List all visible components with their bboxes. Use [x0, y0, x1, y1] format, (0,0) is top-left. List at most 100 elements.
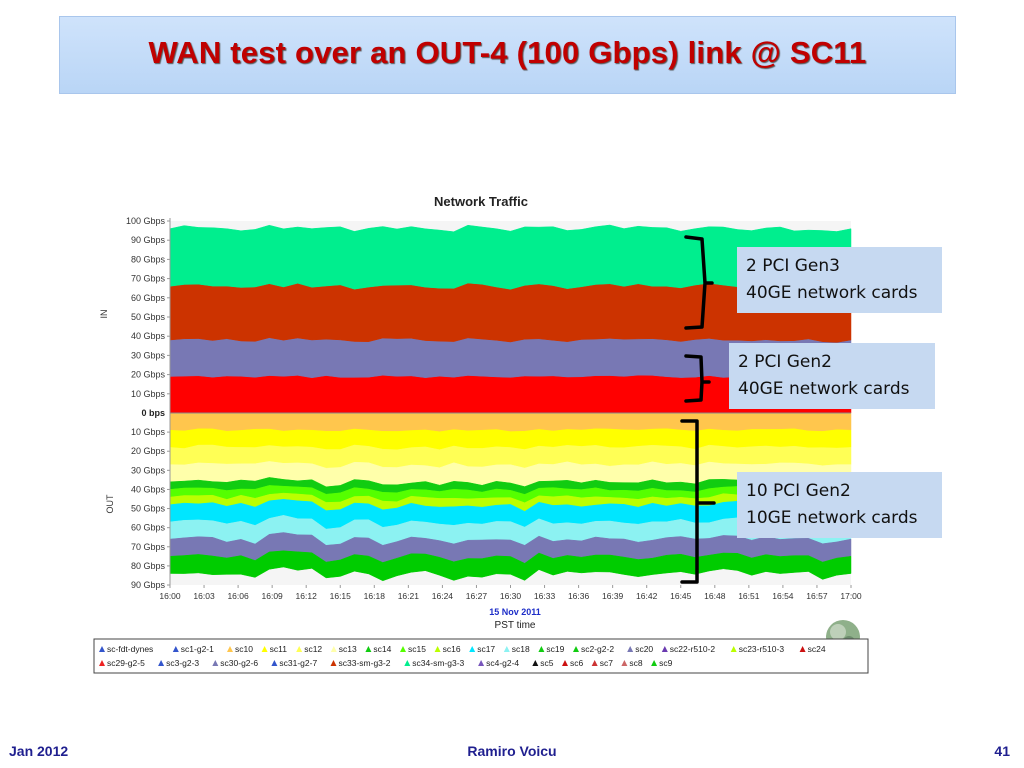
y-tick-zero: 0 bps	[141, 408, 165, 418]
y-tick-in-8: 20 Gbps	[131, 370, 166, 380]
callout-gen2-40ge-line1: 2 PCI Gen2	[738, 352, 832, 372]
legend-swatch	[503, 646, 510, 652]
y-tick-out-7: 80 Gbps	[131, 561, 166, 571]
bracket-gen3	[684, 235, 714, 330]
legend-swatch	[573, 646, 579, 652]
legend-swatch	[330, 660, 337, 666]
callout-gen3-line2: 40GE network cards	[746, 283, 918, 303]
footer-author: Ramiro Voicu	[467, 743, 557, 759]
legend-item[interactable]: sc15	[408, 644, 426, 654]
footer-date: Jan 2012	[9, 743, 69, 759]
x-tick-16: 16:48	[704, 591, 726, 601]
y-tick-in-5: 50 Gbps	[131, 312, 166, 322]
legend-item[interactable]: sc11	[270, 644, 288, 654]
x-tick-7: 16:21	[398, 591, 420, 601]
chart-title: Network Traffic	[434, 194, 528, 209]
legend-item[interactable]: sc18	[512, 644, 530, 654]
legend-box	[93, 638, 869, 674]
y-tick-out-5: 60 Gbps	[131, 523, 166, 533]
legend-swatch	[261, 646, 268, 652]
y-tick-out-4: 50 Gbps	[131, 504, 166, 514]
x-tick-20: 17:00	[840, 591, 862, 601]
legend-swatch	[621, 660, 628, 666]
legend-swatch	[99, 646, 105, 652]
x-tick-1: 16:03	[193, 591, 215, 601]
legend-item[interactable]: sc10	[235, 644, 253, 654]
y-tick-out-2: 30 Gbps	[131, 465, 166, 475]
legend-item[interactable]: sc22-r510-2	[670, 644, 716, 654]
legend-item[interactable]: sc14	[373, 644, 391, 654]
y-tick-in-9: 10 Gbps	[131, 389, 166, 399]
legend-swatch	[591, 660, 598, 666]
slide-title: WAN test over an OUT-4 (100 Gbps) link @…	[148, 35, 867, 70]
legend-swatch	[562, 660, 568, 666]
legend-swatch	[99, 660, 105, 666]
legend-item[interactable]: sc24	[808, 644, 826, 654]
legend-swatch	[538, 646, 545, 652]
legend-item[interactable]: sc29-g2-5	[107, 658, 145, 668]
x-tick-15: 16:45	[670, 591, 692, 601]
legend-swatch	[400, 646, 406, 652]
legend-item[interactable]: sc7	[600, 658, 614, 668]
legend-swatch	[296, 646, 303, 652]
legend-item[interactable]: sc34-sm-g3-3	[412, 658, 464, 668]
legend-swatch	[730, 646, 737, 652]
x-tick-10: 16:30	[500, 591, 522, 601]
y-tick-in-6: 40 Gbps	[131, 331, 166, 341]
legend-item[interactable]: sc23-r510-3	[739, 644, 785, 654]
legend-item[interactable]: sc2-g2-2	[581, 644, 614, 654]
x-tick-17: 16:51	[738, 591, 760, 601]
x-tick-19: 16:57	[806, 591, 828, 601]
legend-item[interactable]: sc20	[635, 644, 653, 654]
x-tick-5: 16:15	[330, 591, 352, 601]
legend-swatch	[469, 646, 476, 652]
y-tick-out-6: 70 Gbps	[131, 542, 166, 552]
legend-item[interactable]: sc31-g2-7	[279, 658, 317, 668]
legend-item[interactable]: sc-fdt-dynes	[107, 644, 153, 654]
legend-item[interactable]: sc9	[659, 658, 673, 668]
x-tick-12: 16:36	[568, 591, 590, 601]
x-tick-4: 16:12	[296, 591, 318, 601]
x-tick-8: 16:24	[432, 591, 454, 601]
legend-item[interactable]: sc3-g2-3	[166, 658, 199, 668]
callout-gen2-10ge: 10 PCI Gen2 10GE network cards	[737, 472, 942, 538]
legend-item[interactable]: sc13	[339, 644, 357, 654]
callout-gen3: 2 PCI Gen3 40GE network cards	[737, 247, 942, 313]
legend-item[interactable]: sc16	[443, 644, 461, 654]
legend-swatch	[330, 646, 337, 652]
title-banner: WAN test over an OUT-4 (100 Gbps) link @…	[59, 16, 956, 94]
legend-item[interactable]: sc12	[304, 644, 322, 654]
x-tick-3: 16:09	[262, 591, 284, 601]
callout-gen2-10ge-line2: 10GE network cards	[746, 508, 918, 528]
legend-item[interactable]: sc5	[540, 658, 554, 668]
x-tick-6: 16:18	[364, 591, 386, 601]
x-tick-13: 16:39	[602, 591, 624, 601]
footer-page-number: 41	[994, 743, 1010, 759]
y-axis-label-out: OUT	[105, 494, 115, 514]
legend-swatch	[434, 646, 441, 652]
y-tick-in-0: 100 Gbps	[126, 216, 166, 226]
legend-swatch	[651, 660, 658, 666]
legend-swatch	[799, 646, 806, 652]
legend-item[interactable]: sc30-g2-6	[220, 658, 258, 668]
legend-swatch	[158, 660, 165, 666]
x-tick-18: 16:54	[772, 591, 794, 601]
y-tick-in-4: 60 Gbps	[131, 293, 166, 303]
legend-swatch	[227, 646, 233, 652]
legend-item[interactable]: sc1-g2-1	[181, 644, 214, 654]
legend-item[interactable]: sc19	[546, 644, 564, 654]
x-axis-date: 15 Nov 2011	[489, 607, 541, 617]
x-axis-label: PST time	[495, 620, 536, 631]
callout-gen3-line1: 2 PCI Gen3	[746, 256, 840, 276]
legend-item[interactable]: sc33-sm-g3-2	[339, 658, 391, 668]
legend-item[interactable]: sc17	[477, 644, 495, 654]
y-axis-label-in: IN	[99, 310, 109, 319]
legend-item[interactable]: sc8	[629, 658, 643, 668]
callout-gen2-40ge: 2 PCI Gen2 40GE network cards	[729, 343, 935, 409]
y-tick-out-1: 20 Gbps	[131, 446, 166, 456]
legend-swatch	[271, 660, 278, 666]
legend-swatch	[532, 660, 539, 666]
legend-item[interactable]: sc4-g2-4	[486, 658, 519, 668]
legend-item[interactable]: sc6	[570, 658, 584, 668]
callout-gen2-40ge-line2: 40GE network cards	[738, 379, 910, 399]
